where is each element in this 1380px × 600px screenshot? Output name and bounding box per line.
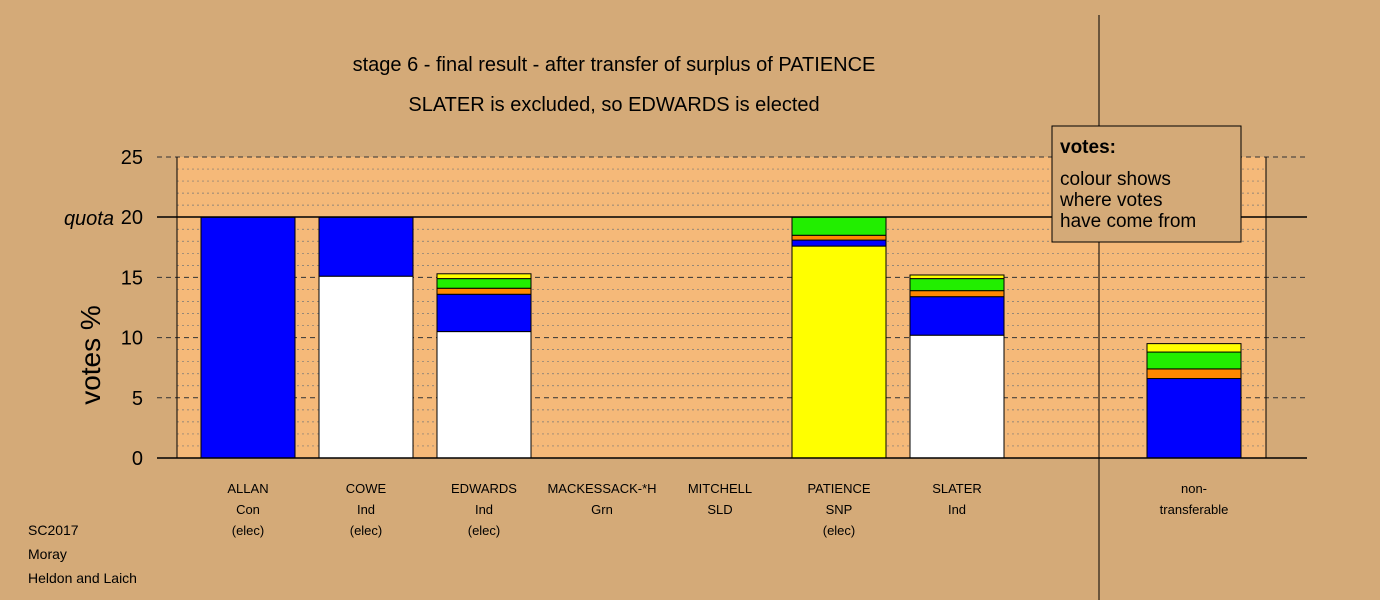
legend-line-2: where votes <box>1059 190 1162 211</box>
category-label: Con <box>236 502 260 517</box>
bar-segment <box>909 274 1005 280</box>
footer-line-3: Heldon and Laich <box>28 570 137 586</box>
legend-line-3: have come from <box>1060 211 1196 232</box>
chart-title: stage 6 - final result - after transfer … <box>353 54 876 76</box>
y-tick-label: 25 <box>121 147 143 169</box>
category-label: (elec) <box>468 523 501 538</box>
bar-segment <box>791 234 887 241</box>
footer-line-2: Moray <box>28 546 67 562</box>
footer-line-1: SC2017 <box>28 522 79 538</box>
bar-segment <box>200 216 296 459</box>
category-label: EDWARDS <box>451 481 517 496</box>
category-label: SLATER <box>932 481 982 496</box>
category-label: SLD <box>707 502 732 517</box>
category-label: Grn <box>591 502 613 517</box>
legend-frame <box>1051 125 1242 243</box>
category-label: SNP <box>826 502 853 517</box>
category-label: MACKESSACK-*H <box>547 481 656 496</box>
category-label: Ind <box>357 502 375 517</box>
category-label: PATIENCE <box>807 481 870 496</box>
bar-segment <box>909 278 1005 292</box>
category-label: MITCHELL <box>688 481 752 496</box>
legend-line-1: colour shows <box>1060 169 1171 190</box>
bar-segment <box>791 245 887 459</box>
bar-segment <box>909 296 1005 336</box>
y-tick-label: 20 <box>121 207 143 229</box>
y-tick-label: 0 <box>132 448 143 470</box>
bar-segment <box>1146 378 1242 459</box>
bar-segment <box>1146 368 1242 380</box>
x-category-labels: ALLAN Con (elec) COWE Ind (elec) EDWARDS Ind (el… <box>227 481 1228 538</box>
bar-segment <box>436 293 532 333</box>
category-label: COWE <box>346 481 387 496</box>
y-tick-label: 5 <box>132 388 143 410</box>
bar-segment <box>318 216 414 277</box>
category-label: Ind <box>475 502 493 517</box>
y-tick-label: 15 <box>121 267 143 289</box>
bar-segment <box>1146 343 1242 353</box>
y-axis-label: votes % <box>75 305 106 405</box>
category-label: transferable <box>1160 502 1229 517</box>
chart-subtitle: SLATER is excluded, so EDWARDS is electe… <box>408 94 819 116</box>
legend-title: votes: <box>1060 137 1116 158</box>
category-label: (elec) <box>350 523 383 538</box>
bar-segment <box>909 290 1005 298</box>
bar-segment <box>1146 351 1242 370</box>
legend-box: votes: colour shows where votes have com… <box>1051 125 1242 243</box>
category-label: (elec) <box>232 523 265 538</box>
y-tick-labels: 0 5 10 15 20 25 <box>121 147 143 470</box>
bars <box>200 216 1242 459</box>
category-label: ALLAN <box>227 481 268 496</box>
footer: SC2017 Moray Heldon and Laich <box>28 522 137 586</box>
category-label: (elec) <box>823 523 856 538</box>
bar-segment <box>909 334 1005 459</box>
bar-segment <box>436 287 532 295</box>
bar-segment <box>318 275 414 459</box>
bar-segment <box>436 278 532 289</box>
quota-label: quota <box>64 208 114 230</box>
category-label: Ind <box>948 502 966 517</box>
bar-segment <box>791 239 887 247</box>
bar-segment <box>436 331 532 459</box>
bar-segment <box>436 273 532 280</box>
category-label: non- <box>1181 481 1207 496</box>
bar-segment <box>791 216 887 236</box>
y-tick-label: 10 <box>121 328 143 350</box>
